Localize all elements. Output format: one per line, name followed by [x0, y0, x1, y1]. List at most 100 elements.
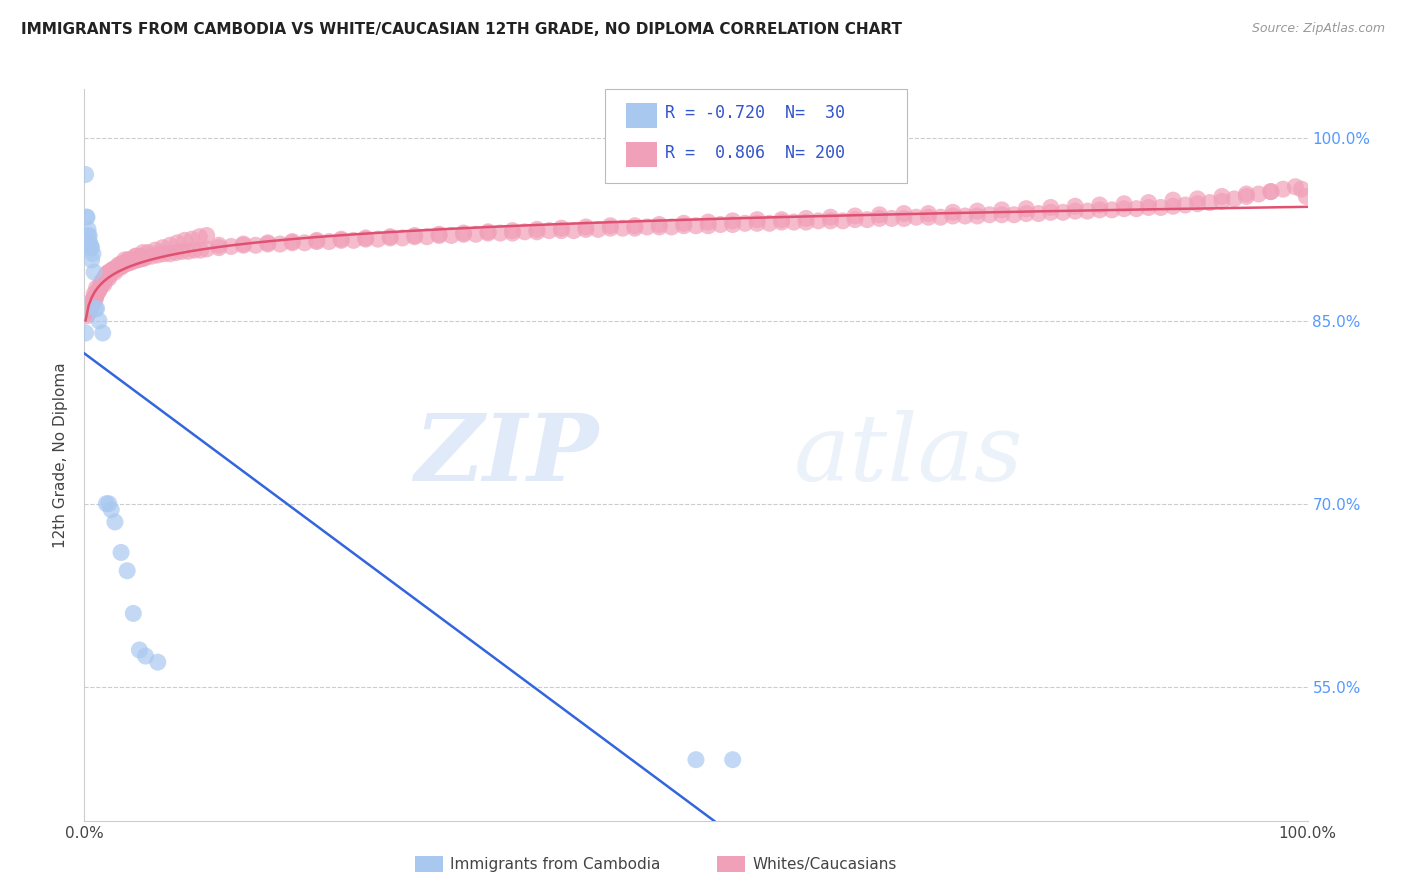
Point: [991, 202, 1014, 217]
Point: [111, 256, 134, 270]
Point: [135, 251, 157, 265]
Point: [1064, 199, 1087, 213]
Point: [513, 225, 536, 239]
Point: [97, 271, 120, 285]
Point: [404, 229, 426, 244]
Point: [869, 211, 891, 226]
Point: [132, 245, 155, 260]
Point: [86, 281, 108, 295]
Point: [110, 258, 132, 272]
Point: [453, 227, 475, 242]
Point: [305, 233, 328, 247]
Point: [94, 269, 117, 284]
Point: [104, 515, 127, 529]
Point: [77, 228, 100, 243]
Point: [783, 215, 806, 229]
Point: [807, 214, 830, 228]
Point: [245, 238, 267, 252]
Point: [188, 229, 211, 244]
Point: [90, 275, 112, 289]
Point: [477, 226, 499, 240]
Point: [281, 235, 304, 250]
Point: [117, 252, 139, 267]
Point: [1260, 185, 1282, 199]
Point: [342, 233, 364, 247]
Point: [905, 211, 928, 225]
Point: [1247, 187, 1270, 202]
Point: [125, 249, 148, 263]
Point: [115, 564, 138, 578]
Point: [82, 294, 104, 309]
Point: [391, 231, 413, 245]
Point: [94, 272, 117, 286]
Y-axis label: 12th Grade, No Diploma: 12th Grade, No Diploma: [53, 362, 69, 548]
Text: Source: ZipAtlas.com: Source: ZipAtlas.com: [1251, 22, 1385, 36]
Point: [98, 266, 121, 280]
Point: [97, 497, 120, 511]
Point: [87, 282, 110, 296]
Point: [110, 259, 132, 273]
Point: [135, 649, 157, 664]
Point: [380, 229, 402, 244]
Point: [953, 209, 976, 223]
Point: [83, 292, 105, 306]
Point: [101, 262, 124, 277]
Point: [709, 218, 731, 232]
Point: [76, 211, 98, 225]
Point: [794, 211, 817, 226]
Point: [354, 231, 377, 245]
Point: [1052, 205, 1074, 219]
Text: R =  0.806  N= 200: R = 0.806 N= 200: [665, 144, 845, 161]
Point: [672, 216, 695, 230]
Point: [917, 211, 939, 225]
Point: [1291, 182, 1313, 196]
Point: [942, 209, 965, 223]
Point: [79, 241, 101, 255]
Point: [966, 204, 988, 219]
Point: [208, 238, 231, 252]
Point: [586, 222, 609, 236]
Point: [75, 326, 97, 340]
Point: [269, 237, 291, 252]
Point: [96, 497, 118, 511]
Point: [1039, 201, 1062, 215]
Point: [1137, 201, 1160, 215]
Point: [1114, 202, 1136, 216]
Point: [159, 238, 181, 252]
Point: [96, 268, 118, 282]
Point: [104, 262, 127, 277]
Point: [991, 208, 1014, 222]
Point: [219, 239, 242, 253]
Point: [1161, 193, 1184, 207]
Point: [624, 219, 647, 233]
Point: [80, 241, 103, 255]
Point: [83, 291, 105, 305]
Point: [427, 228, 450, 243]
Point: [87, 284, 110, 298]
Point: [104, 265, 127, 279]
Point: [82, 295, 104, 310]
Point: [127, 252, 149, 267]
Point: [1223, 192, 1246, 206]
Point: [195, 242, 218, 256]
Point: [208, 241, 231, 255]
Point: [281, 235, 304, 249]
Point: [1187, 192, 1209, 206]
Point: [550, 224, 572, 238]
Point: [82, 247, 104, 261]
Point: [143, 243, 166, 257]
Point: [1137, 195, 1160, 210]
Point: [77, 228, 100, 243]
Point: [550, 221, 572, 235]
Text: Immigrants from Cambodia: Immigrants from Cambodia: [450, 857, 661, 871]
Point: [697, 215, 720, 229]
Point: [232, 238, 254, 252]
Point: [91, 275, 114, 289]
Point: [97, 268, 120, 283]
Point: [893, 206, 915, 220]
Point: [117, 252, 139, 267]
Point: [538, 224, 561, 238]
Point: [108, 259, 131, 273]
Point: [100, 264, 122, 278]
Point: [84, 301, 107, 316]
